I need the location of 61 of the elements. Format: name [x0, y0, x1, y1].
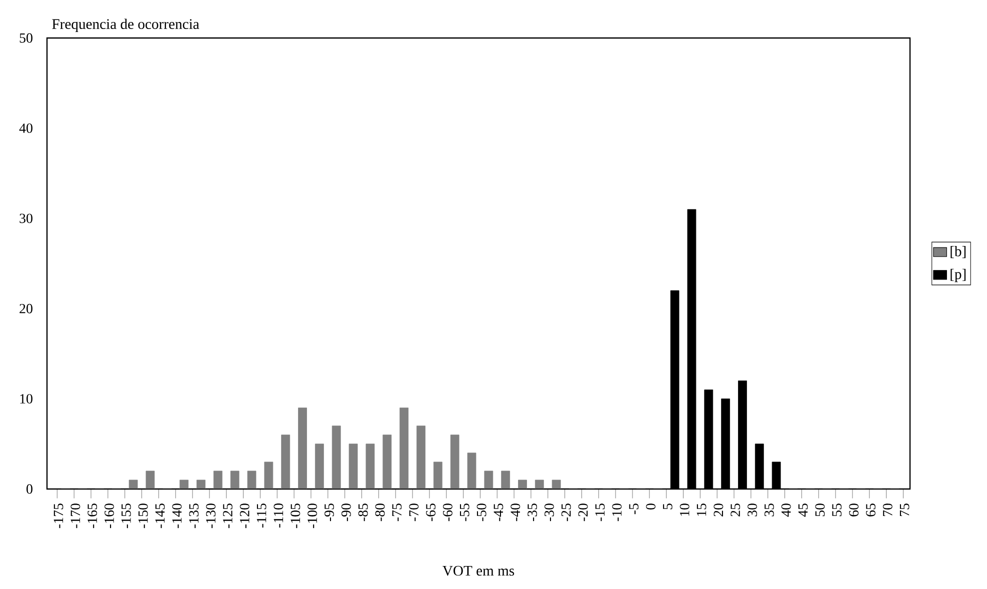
- x-tick-label: 75: [900, 504, 910, 516]
- x-tick-label: -175: [54, 504, 64, 528]
- x-tick-label: -40: [510, 504, 520, 522]
- x-tick-label: 70: [882, 504, 892, 516]
- x-tick-label: 20: [714, 504, 724, 516]
- x-axis-title: VOT em ms: [442, 566, 514, 576]
- x-tick-label: -75: [392, 504, 402, 522]
- x-tick-label: -120: [240, 504, 250, 528]
- x-tick-label: -90: [341, 504, 351, 522]
- x-tick-label: -160: [104, 504, 114, 528]
- x-tick-label: -35: [528, 504, 537, 522]
- x-tick-label: -55: [460, 504, 470, 522]
- x-tick-label: -20: [578, 504, 588, 522]
- x-tick-label: -80: [375, 504, 385, 522]
- y-tick-label: 30: [20, 214, 32, 224]
- y-tick-label: 20: [20, 304, 32, 314]
- x-tick-label: -70: [409, 504, 419, 522]
- x-tick-label: -115: [256, 504, 266, 528]
- x-tick-label: 10: [680, 504, 690, 516]
- x-tick-label: -100: [308, 504, 318, 528]
- x-tick-label: -105: [290, 504, 300, 528]
- x-tick-label: 5: [663, 504, 672, 510]
- x-tick-label: -140: [172, 504, 182, 528]
- x-tick-label: -45: [494, 504, 504, 522]
- x-tick-label: -30: [544, 504, 554, 522]
- x-tick-label: -150: [138, 504, 148, 528]
- x-tick-label: -25: [561, 504, 571, 522]
- x-tick-label: 55: [832, 504, 842, 516]
- x-tick-label: -15: [595, 504, 605, 522]
- x-tick-label: -145: [155, 504, 165, 528]
- x-tick-label: 0: [646, 504, 656, 510]
- x-tick-label: -155: [122, 504, 131, 528]
- legend-label: [b]: [950, 246, 966, 258]
- x-tick-label: -85: [358, 504, 368, 522]
- x-tick-label: -95: [324, 504, 334, 522]
- x-tick-label: 60: [849, 504, 859, 516]
- x-tick-label: -10: [612, 504, 622, 522]
- x-tick-label: 45: [798, 504, 808, 517]
- x-tick-label: -170: [70, 504, 80, 528]
- x-tick-label: -50: [476, 504, 486, 522]
- x-tick-label: 65: [866, 504, 876, 516]
- x-tick-label: 35: [764, 504, 774, 516]
- x-tick-label: -165: [88, 504, 98, 528]
- y-tick-label: 0: [26, 484, 32, 494]
- y-tick-label: 10: [20, 394, 32, 404]
- x-tick-label: -125: [223, 504, 232, 528]
- x-tick-label: 15: [696, 504, 706, 516]
- x-tick-label: -110: [274, 504, 284, 528]
- y-axis-title: Frequencia de ocorrencia: [52, 18, 200, 32]
- x-tick-label: -130: [206, 504, 216, 528]
- y-tick-label: 40: [19, 123, 32, 133]
- legend-label: [p]: [950, 268, 966, 282]
- y-tick-label: 50: [20, 33, 32, 43]
- x-tick-label: -5: [629, 504, 638, 514]
- x-tick-label: 50: [815, 504, 825, 516]
- x-tick-label: -135: [189, 504, 199, 528]
- x-tick-label: 40: [781, 504, 791, 517]
- x-tick-label: 30: [748, 504, 757, 516]
- x-tick-label: 25: [730, 504, 740, 516]
- x-tick-label: -65: [426, 504, 436, 522]
- x-tick-label: -60: [442, 504, 452, 522]
